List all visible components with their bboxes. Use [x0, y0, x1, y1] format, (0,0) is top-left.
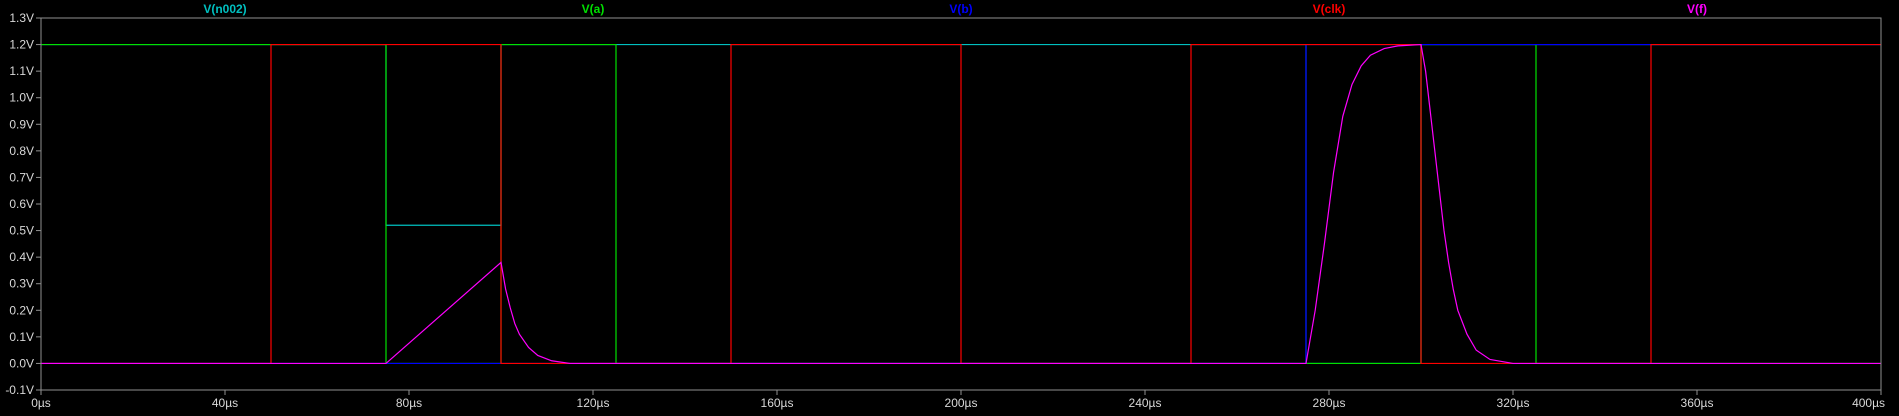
y-tick-label: 0.8V — [9, 144, 34, 158]
x-tick-label: 280µs — [1313, 396, 1346, 410]
y-axis: 1.3V 1.2V 1.1V 1.0V 0.9V 0.8V 0.7V 0.6V 0.5V 0.4V… — [5, 11, 41, 397]
trace-v-f — [41, 43, 1881, 365]
y-tick-label: 0.9V — [9, 117, 34, 131]
legend: V(n002) V(a) V(b) V(clk) V(f) — [203, 2, 1707, 16]
trace-v-a — [41, 43, 1881, 365]
y-tick-label: 0.7V — [9, 170, 34, 184]
x-tick-label: 40µs — [212, 396, 238, 410]
x-tick-label: 120µs — [577, 396, 610, 410]
y-tick-label: 0.4V — [9, 250, 34, 264]
legend-label: V(b) — [949, 2, 972, 16]
y-tick-label: -0.1V — [5, 383, 34, 397]
y-tick-label: 0.3V — [9, 277, 34, 291]
y-tick-label: 1.1V — [9, 64, 34, 78]
y-tick-label: 0.1V — [9, 330, 34, 344]
x-tick-label: 0µs — [31, 396, 51, 410]
y-tick-label: 1.2V — [9, 38, 34, 52]
x-tick-label: 360µs — [1681, 396, 1714, 410]
y-tick-label: 1.0V — [9, 91, 34, 105]
trace-v-clk — [41, 43, 1881, 365]
traces — [41, 43, 1881, 365]
x-tick-label: 200µs — [945, 396, 978, 410]
y-tick-label: 0.2V — [9, 303, 34, 317]
x-tick-label: 240µs — [1129, 396, 1162, 410]
y-tick-label: 1.3V — [9, 11, 34, 25]
y-tick-label: 0.6V — [9, 197, 34, 211]
x-axis: 0µs 40µs 80µs 120µs 160µs 200µs 240µs 280µs 320µ… — [31, 390, 1885, 410]
y-tick-label: 0.0V — [9, 356, 34, 370]
legend-label: V(f) — [1687, 2, 1707, 16]
y-tick-label: 0.5V — [9, 224, 34, 238]
x-tick-label: 160µs — [761, 396, 794, 410]
x-tick-label: 80µs — [396, 396, 422, 410]
legend-label: V(n002) — [203, 2, 246, 16]
legend-label: V(a) — [582, 2, 605, 16]
x-tick-label: 320µs — [1497, 396, 1530, 410]
x-tick-label: 400µs — [1852, 396, 1885, 410]
legend-label: V(clk) — [1313, 2, 1346, 16]
